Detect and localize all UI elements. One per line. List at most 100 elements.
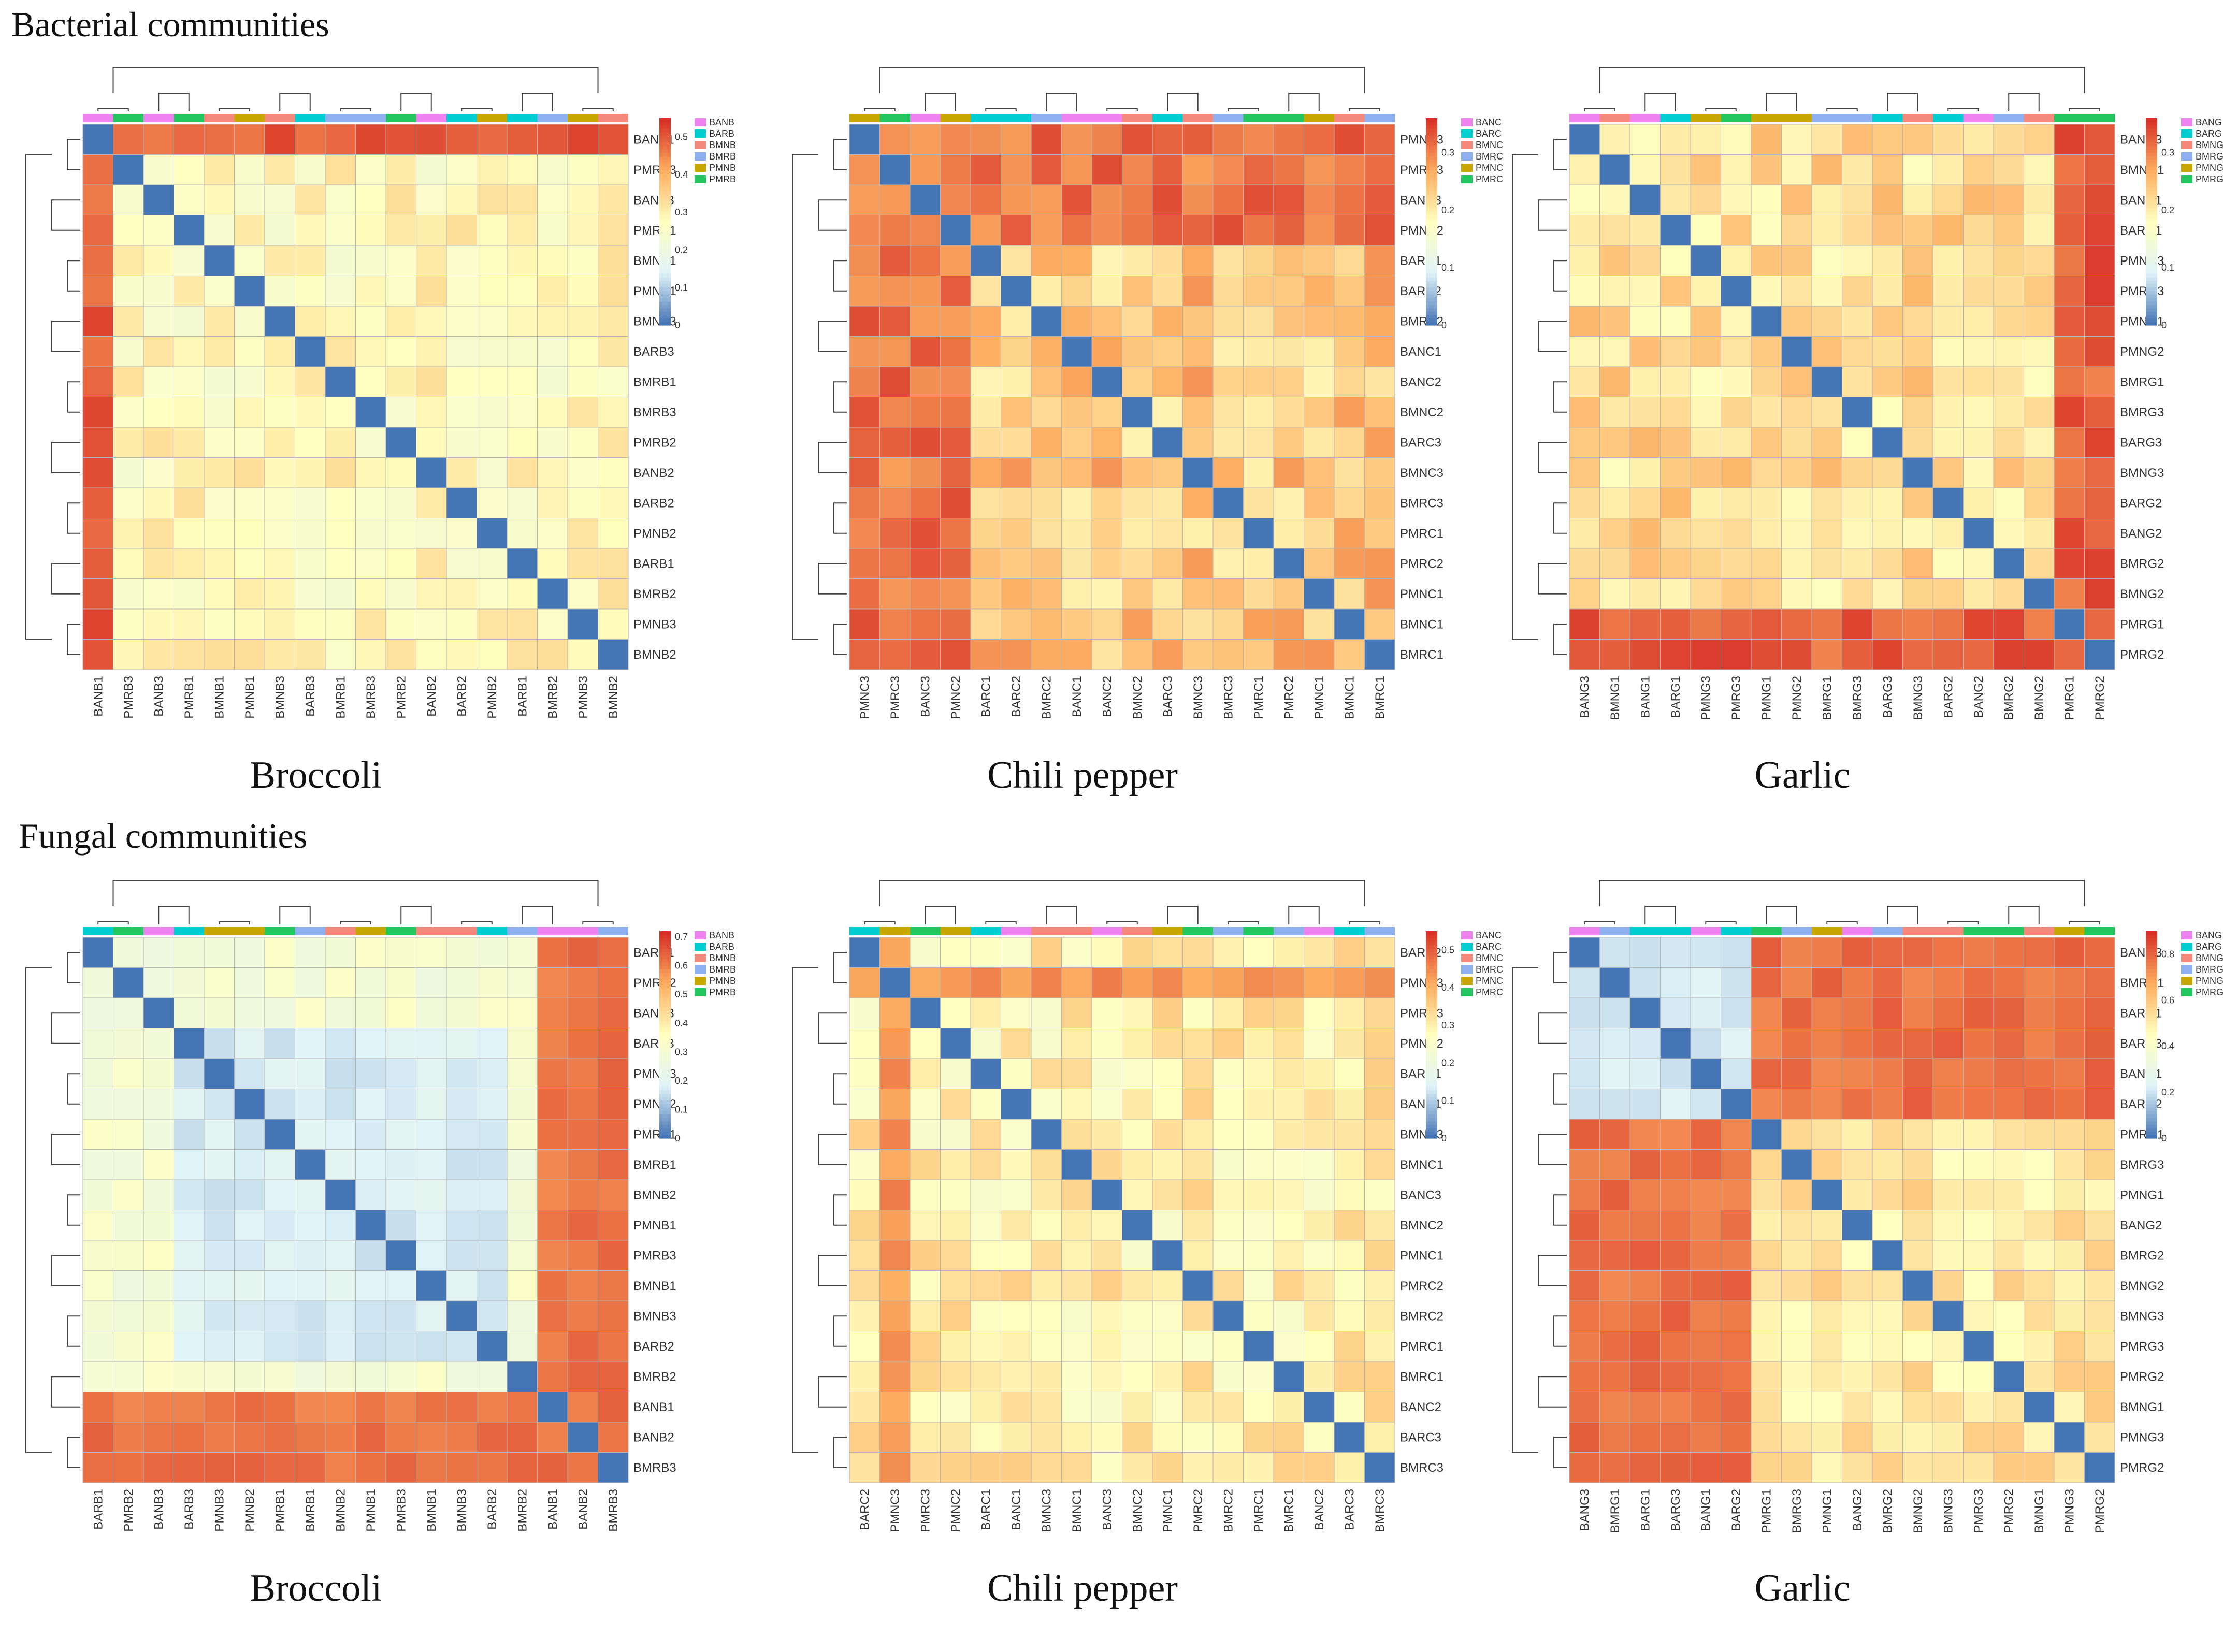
heatmap-cell xyxy=(940,967,971,998)
colorbar-step xyxy=(2146,1010,2157,1015)
colorbar-step xyxy=(659,945,671,949)
dendrogram-branch xyxy=(1106,921,1138,924)
heatmap-cell xyxy=(1721,937,1752,968)
heatmap-cell xyxy=(1122,336,1153,367)
heatmap-cell xyxy=(598,215,629,246)
heatmap-cell xyxy=(1212,518,1244,549)
colorbar-step xyxy=(659,322,671,326)
heatmap-cell xyxy=(1001,608,1032,640)
legend-swatch xyxy=(1461,931,1473,939)
row-label: PMRG2 xyxy=(2120,1370,2164,1384)
heatmap-cell xyxy=(264,487,295,518)
heatmap-cell xyxy=(1243,1240,1274,1271)
heatmap-cell xyxy=(849,366,880,397)
colorbar-step xyxy=(659,121,671,125)
colorbar-step xyxy=(1426,208,1437,212)
heatmap-cell xyxy=(1061,457,1092,488)
legend-swatch xyxy=(695,931,706,939)
dendrogram-branch xyxy=(818,1134,847,1165)
heatmap-cell xyxy=(1963,306,1994,337)
colorbar-step xyxy=(2146,959,2157,963)
heatmap-cell xyxy=(1243,1028,1274,1059)
heatmap-cell xyxy=(1152,639,1183,670)
dendrogram-branch xyxy=(1705,921,1737,924)
heatmap-cell xyxy=(446,1058,477,1089)
heatmap-cell xyxy=(1993,487,2024,518)
dendrogram-branch xyxy=(1553,502,1567,534)
heatmap-cell xyxy=(910,1119,941,1150)
heatmap-cell xyxy=(264,1179,295,1210)
heatmap-cell xyxy=(1781,1392,1812,1423)
heatmap-cell xyxy=(1781,154,1812,185)
heatmap-cell xyxy=(1122,306,1153,337)
colorbar: 00.10.20.30.40.5 xyxy=(1426,931,1454,1143)
heatmap-cell xyxy=(1781,1452,1812,1483)
heatmap-cell xyxy=(1932,578,1964,610)
heatmap-cell xyxy=(1182,1331,1214,1362)
heatmap-cell xyxy=(1001,1270,1032,1301)
heatmap-cell xyxy=(1629,487,1661,518)
heatmap-cell xyxy=(940,366,971,397)
heatmap-cell xyxy=(355,124,386,155)
heatmap-panel-bacterial-garlic: BANG3 BANG3 BMNG1 BMNG1 BANG1 BANG1 BARG1 BARG1… xyxy=(1497,62,2223,839)
heatmap-cell xyxy=(507,1392,538,1423)
heatmap-cell xyxy=(940,1392,971,1423)
heatmap-cell xyxy=(2054,1149,2085,1180)
heatmap-cell xyxy=(1031,306,1062,337)
heatmap-cell xyxy=(234,276,265,307)
colorbar-step xyxy=(1426,934,1437,938)
heatmap-cell xyxy=(1781,1089,1812,1120)
group-annotation-cell xyxy=(355,927,386,935)
colorbar-step xyxy=(2146,1038,2157,1042)
heatmap-cell xyxy=(1751,1422,1782,1453)
heatmap-cell xyxy=(385,967,416,998)
heatmap-cell xyxy=(1993,1028,2024,1059)
heatmap-cell xyxy=(416,967,447,998)
heatmap-cell xyxy=(1334,608,1365,640)
heatmap-cell xyxy=(1932,336,1964,367)
heatmap-cell xyxy=(1031,1422,1062,1453)
heatmap-grid xyxy=(849,124,1395,670)
heatmap-cell xyxy=(910,578,941,610)
colorbar: 00.10.20.3 xyxy=(2146,118,2174,330)
heatmap-cell xyxy=(1811,397,1842,428)
column-label: BANB1 xyxy=(91,676,105,717)
heatmap-cell xyxy=(234,1300,265,1331)
heatmap-cell xyxy=(1599,578,1630,610)
heatmap-cell xyxy=(1334,518,1365,549)
heatmap-cell xyxy=(1599,336,1630,367)
colorbar-step xyxy=(2146,228,2157,233)
group-annotation-cell xyxy=(1122,927,1152,935)
heatmap-cell xyxy=(1243,937,1274,968)
heatmap-cell xyxy=(1721,578,1752,610)
heatmap-cell xyxy=(113,336,144,367)
heatmap-cell xyxy=(2084,997,2115,1028)
heatmap-cell xyxy=(264,1119,295,1150)
heatmap-cell xyxy=(507,306,538,337)
dendrogram-branch xyxy=(1538,321,1567,352)
heatmap-cell xyxy=(325,639,356,670)
heatmap-cell xyxy=(1842,336,1873,367)
heatmap-cell xyxy=(1091,306,1122,337)
heatmap-cell xyxy=(1781,1210,1812,1241)
colorbar-step xyxy=(1426,249,1437,253)
group-annotation-cell xyxy=(295,927,325,935)
colorbar-step xyxy=(2146,208,2157,212)
legend-swatch xyxy=(695,954,706,962)
group-annotation-cell xyxy=(386,927,416,935)
colorbar-step xyxy=(1426,969,1437,973)
dendrogram-root xyxy=(879,880,1365,906)
colorbar-step xyxy=(2146,1135,2157,1139)
heatmap-cell xyxy=(1599,245,1630,276)
heatmap-cell xyxy=(1842,366,1873,397)
heatmap-cell xyxy=(2024,487,2055,518)
heatmap-cell xyxy=(1304,1119,1335,1150)
dendrogram-branch xyxy=(67,502,80,534)
colorbar-tick: 0.4 xyxy=(675,169,688,180)
heatmap-cell xyxy=(849,245,880,276)
heatmap-cell xyxy=(1963,1392,1994,1423)
heatmap-cell xyxy=(1872,1270,1903,1301)
heatmap-cell xyxy=(1091,578,1122,610)
heatmap-cell xyxy=(1031,215,1062,246)
heatmap-cell xyxy=(537,366,568,397)
